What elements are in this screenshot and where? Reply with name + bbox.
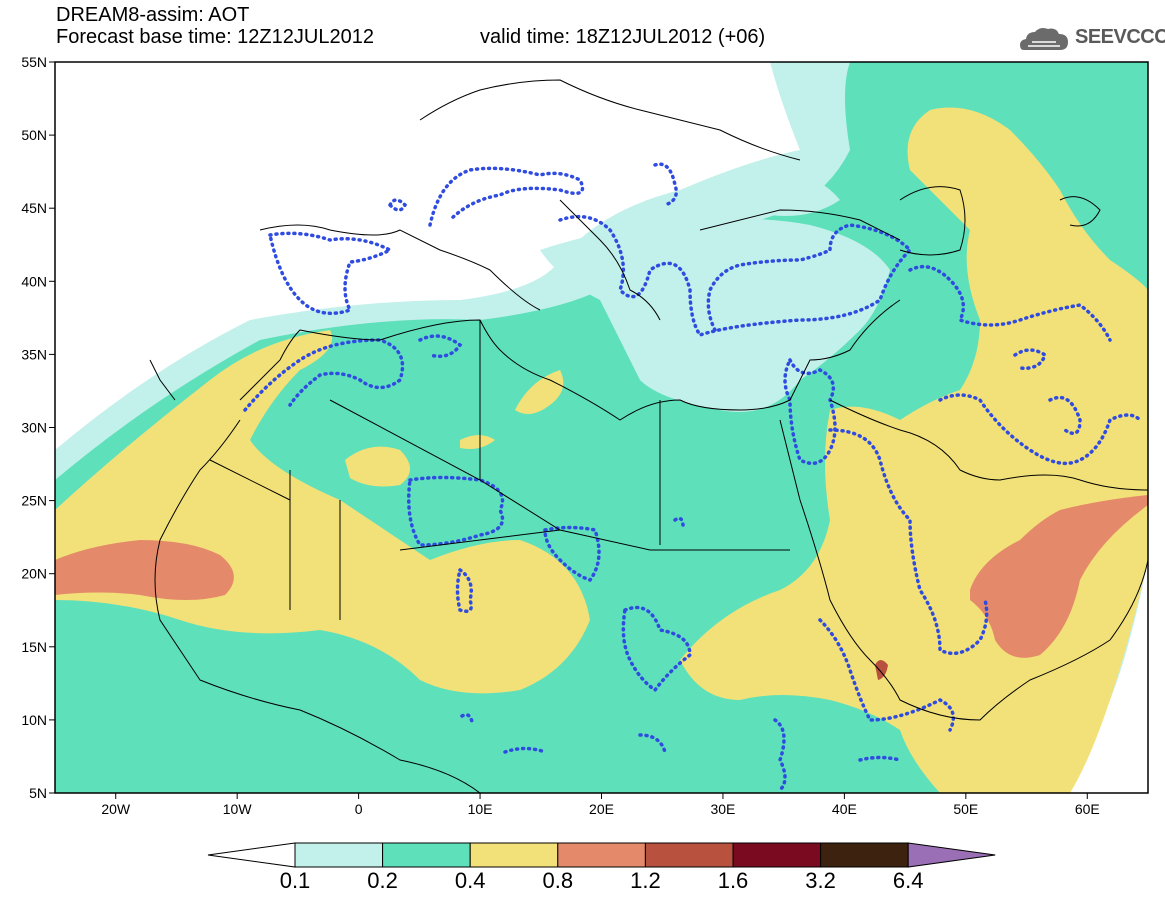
lat-label: 35N	[21, 346, 47, 362]
colorbar-label: 0.8	[543, 868, 574, 893]
lon-label: 40E	[832, 801, 857, 817]
lon-label: 20E	[589, 801, 614, 817]
model-title: DREAM8-assim: AOT	[56, 4, 250, 26]
lon-label: 20W	[101, 801, 131, 817]
lat-label: 50N	[21, 127, 47, 143]
aot-band-0.1-ukraine	[700, 169, 840, 216]
lat-label: 55N	[21, 54, 47, 70]
longitude-axis: 20W 10W 0 10E 20E 30E 40E 50E 60E	[101, 793, 1100, 817]
colorbar-min-arrow	[207, 842, 296, 868]
lat-label: 40N	[21, 273, 47, 289]
lon-label: 60E	[1075, 801, 1100, 817]
lon-label: 10E	[468, 801, 493, 817]
lon-label: 30E	[710, 801, 735, 817]
colorbar-label: 1.2	[630, 868, 661, 893]
coastlines	[149, 79, 1148, 793]
lon-label: 10W	[223, 801, 253, 817]
aot-band-0.8-arabia	[970, 495, 1148, 658]
aot-band-0.4-sahara	[55, 330, 590, 694]
lon-label: 0	[355, 801, 363, 817]
colorbar-segment	[557, 842, 646, 868]
colorbar-label: 0.2	[367, 868, 398, 893]
lat-label: 15N	[21, 639, 47, 655]
colorbar: 0.1 0.2 0.4 0.8 1.2 1.6 3.2 6.4	[207, 842, 996, 893]
colorbar-label: 1.6	[718, 868, 749, 893]
colorbar-max-arrow	[907, 842, 996, 868]
aot-band-0.4-n-africa	[345, 370, 564, 487]
lat-label: 30N	[21, 420, 47, 436]
aot-band-0.1-med	[540, 218, 890, 412]
lat-label: 25N	[21, 493, 47, 509]
colorbar-label: 0.1	[280, 868, 311, 893]
colorbar-segment	[469, 842, 559, 868]
lat-label: 20N	[21, 566, 47, 582]
seevccc-logo: SEEVCCC	[1075, 26, 1165, 48]
lon-label: 50E	[953, 801, 978, 817]
forecast-base-time: Forecast base time: 12Z12JUL2012	[56, 26, 374, 48]
colorbar-label: 3.2	[805, 868, 836, 893]
lat-label: 45N	[21, 200, 47, 216]
aot-band-0.8-westafrica	[55, 540, 234, 600]
valid-time: valid time: 18Z12JUL2012 (+06)	[480, 26, 766, 48]
aot-band-1.2-afar	[875, 660, 888, 680]
lat-label: 10N	[21, 712, 47, 728]
colorbar-segment	[294, 842, 384, 868]
colorbar-segment	[644, 842, 734, 868]
colorbar-label: 0.4	[455, 868, 486, 893]
map-field	[55, 62, 1148, 793]
colorbar-segment	[732, 842, 822, 868]
lat-label: 5N	[29, 785, 47, 801]
cloud-icon	[1020, 28, 1068, 50]
colorbar-segment	[820, 842, 909, 868]
latitude-axis: 55N 50N 45N 40N 35N 30N 25N 20N 15N 10N 5N	[21, 54, 55, 801]
colorbar-segment	[382, 842, 471, 868]
colorbar-label: 6.4	[893, 868, 924, 893]
